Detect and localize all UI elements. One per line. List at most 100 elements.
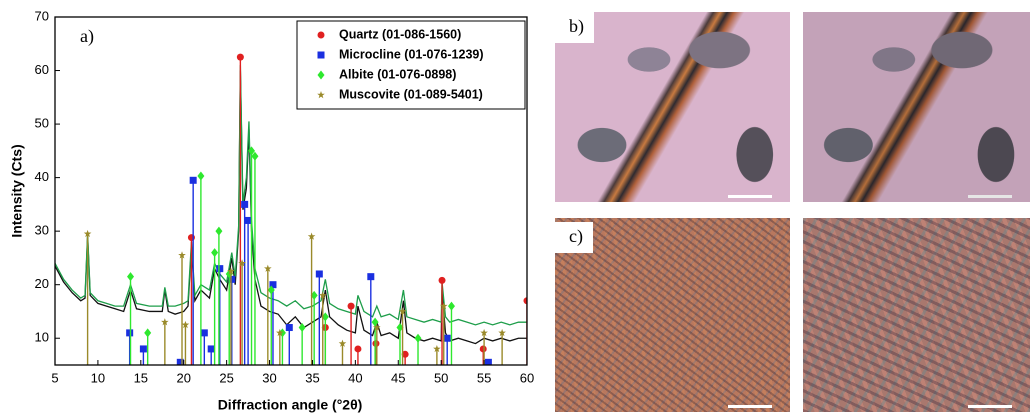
marker xyxy=(414,333,422,343)
marker xyxy=(176,358,184,365)
xrd-chart: a) Diffraction angle (°2θ) Intensity (Ct… xyxy=(9,8,535,413)
marker xyxy=(398,307,407,315)
marker xyxy=(367,273,375,281)
marker xyxy=(479,345,487,353)
legend-label: Microcline (01-076-1239) xyxy=(339,47,484,61)
marker xyxy=(317,31,325,39)
legend-label: Albite (01-076-0898) xyxy=(339,67,456,81)
marker xyxy=(373,323,381,331)
marker xyxy=(307,232,316,240)
marker xyxy=(484,358,492,365)
marker xyxy=(126,329,134,337)
x-tick-label: 30 xyxy=(262,370,276,385)
plot xyxy=(55,53,527,365)
x-tick-label: 5 xyxy=(51,370,58,385)
marker xyxy=(278,328,286,338)
marker xyxy=(161,318,169,326)
marker xyxy=(498,328,506,337)
marker xyxy=(144,328,152,338)
y-tick-label: 50 xyxy=(35,116,49,131)
y-tick-label: 40 xyxy=(35,169,49,184)
marker xyxy=(396,323,404,333)
marker xyxy=(523,297,527,305)
micrograph xyxy=(555,12,790,202)
marker xyxy=(318,291,327,299)
marker xyxy=(215,226,223,236)
panel-label: c) xyxy=(555,222,593,253)
pattern-trace xyxy=(55,65,527,326)
marker xyxy=(438,276,446,284)
marker xyxy=(439,302,448,310)
marker xyxy=(354,345,362,353)
x-tick-label: 60 xyxy=(520,370,534,385)
x-tick-label: 25 xyxy=(219,370,233,385)
marker xyxy=(347,302,355,310)
marker xyxy=(251,151,259,161)
y-tick-label: 70 xyxy=(35,8,49,23)
marker xyxy=(139,345,147,353)
marker xyxy=(317,70,325,80)
marker xyxy=(315,270,323,278)
x-tick-label: 35 xyxy=(305,370,319,385)
x-tick-label: 20 xyxy=(176,370,190,385)
marker xyxy=(236,53,244,61)
y-tick-label: 20 xyxy=(35,276,49,291)
marker xyxy=(433,344,441,353)
marker xyxy=(298,323,306,333)
y-axis-title: Intensity (Cts) xyxy=(9,144,25,237)
pattern-trace xyxy=(55,70,527,345)
legend-label: Quartz (01-086-1560) xyxy=(339,27,461,41)
marker xyxy=(241,200,249,208)
marker xyxy=(216,265,224,273)
marker xyxy=(127,272,135,282)
marker xyxy=(197,171,205,181)
marker xyxy=(267,285,275,295)
panel-label: a) xyxy=(80,26,94,47)
y-tick-label: 10 xyxy=(35,330,49,345)
marker xyxy=(227,267,235,275)
x-tick-label: 45 xyxy=(391,370,405,385)
marker xyxy=(83,229,92,238)
legend-box xyxy=(296,20,526,110)
scale-bar xyxy=(728,195,772,198)
x-tick-label: 40 xyxy=(348,370,362,385)
marker xyxy=(244,216,252,224)
x-tick-label: 10 xyxy=(91,370,105,385)
y-tick-label: 60 xyxy=(35,62,49,77)
panel-label: b) xyxy=(555,12,594,43)
scale-bar xyxy=(728,405,772,408)
scale-bar xyxy=(968,405,1012,408)
marker xyxy=(443,334,451,342)
x-tick-label: 55 xyxy=(477,370,491,385)
plot-frame xyxy=(54,16,528,366)
marker xyxy=(480,328,488,337)
marker xyxy=(310,290,318,300)
legend-label: Muscovite (01-089-5401) xyxy=(339,87,483,101)
marker xyxy=(200,329,208,337)
marker xyxy=(178,251,186,259)
marker xyxy=(211,248,219,258)
marker xyxy=(207,345,215,353)
y-tick-label: 30 xyxy=(35,223,49,238)
marker xyxy=(401,350,409,358)
marker xyxy=(181,320,190,329)
micrograph xyxy=(803,218,1030,412)
marker xyxy=(285,324,293,332)
marker xyxy=(187,234,195,242)
marker xyxy=(447,301,455,311)
scale-bar xyxy=(968,195,1012,198)
marker xyxy=(338,339,347,347)
marker xyxy=(317,91,325,99)
marker xyxy=(228,275,236,283)
micrograph xyxy=(803,12,1030,202)
micrograph xyxy=(555,218,790,412)
marker xyxy=(276,328,284,337)
x-tick-label: 50 xyxy=(434,370,448,385)
marker xyxy=(372,340,380,348)
marker xyxy=(317,51,325,59)
marker xyxy=(264,264,272,272)
x-axis-title: Diffraction angle (°2θ) xyxy=(218,397,363,413)
marker xyxy=(321,312,329,322)
marker xyxy=(238,259,246,267)
